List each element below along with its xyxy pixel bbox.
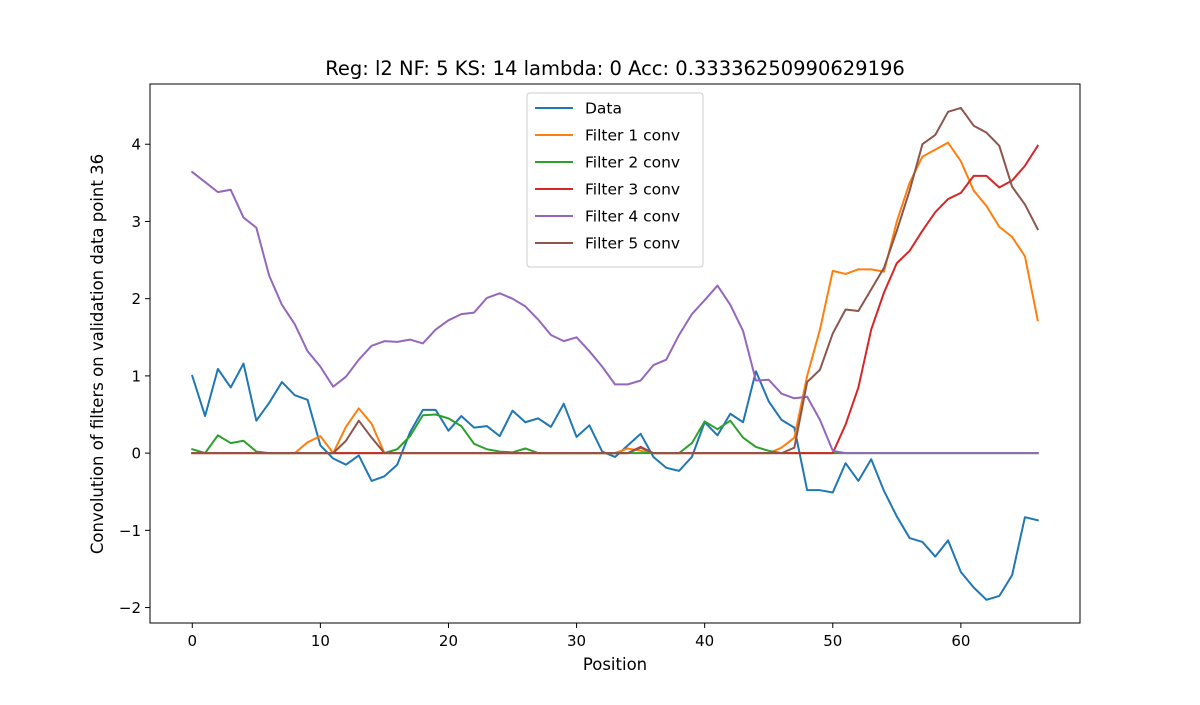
x-axis-label: Position bbox=[583, 655, 647, 674]
y-tick-label: 1 bbox=[131, 367, 141, 385]
legend-box bbox=[526, 92, 704, 268]
y-tick-label: 0 bbox=[131, 445, 141, 463]
legend-label: Data bbox=[585, 100, 622, 118]
x-tick-label: 50 bbox=[823, 632, 842, 650]
x-tick-label: 30 bbox=[567, 632, 586, 650]
y-tick-label: 3 bbox=[131, 213, 141, 231]
series-line-1 bbox=[191, 362, 1039, 601]
x-tick-label: 60 bbox=[951, 632, 970, 650]
legend-label: Filter 2 conv bbox=[585, 154, 680, 172]
legend: Data Filter 1 conv Filter 2 conv Filter 3 c… bbox=[526, 92, 704, 268]
series-line-5 bbox=[190, 170, 1039, 455]
x-tick-label: 10 bbox=[311, 632, 330, 650]
y-tick-label: −1 bbox=[119, 522, 141, 540]
x-tick-label: 0 bbox=[187, 632, 197, 650]
series-line-6 bbox=[191, 106, 1040, 455]
chart-title: Reg: l2 NF: 5 KS: 14 lambda: 0 Acc: 0.33… bbox=[325, 57, 905, 80]
y-tick-label: 4 bbox=[131, 136, 141, 154]
plot-frame bbox=[149, 83, 1081, 624]
legend-label: Filter 1 conv bbox=[585, 127, 680, 145]
y-tick-label: 2 bbox=[131, 290, 141, 308]
x-tick-label: 20 bbox=[439, 632, 458, 650]
legend-label: Filter 4 conv bbox=[585, 208, 680, 226]
legend-label: Filter 5 conv bbox=[585, 235, 680, 253]
y-axis-label: Convolution of filters on validation dat… bbox=[88, 154, 107, 554]
y-tick-label: −2 bbox=[119, 599, 141, 617]
x-tick-label: 40 bbox=[695, 632, 714, 650]
legend-label: Filter 3 conv bbox=[585, 181, 680, 199]
